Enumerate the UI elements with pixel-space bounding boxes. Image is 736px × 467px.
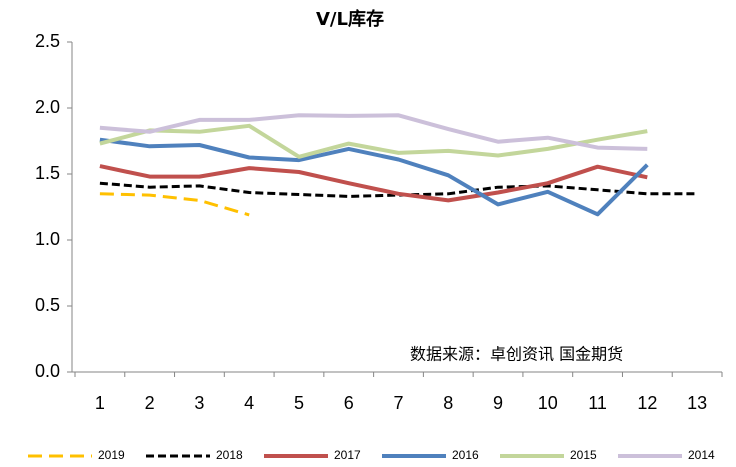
x-tick-label: 1 <box>95 393 105 413</box>
x-tick-label: 11 <box>588 393 607 413</box>
x-tick-label: 12 <box>637 393 657 413</box>
x-tick-label: 9 <box>493 393 503 413</box>
y-tick-label: 2.0 <box>35 97 60 117</box>
annotation: 数据来源：卓创资讯 国金期货 <box>410 345 623 364</box>
y-tick-label: 0.5 <box>35 295 60 315</box>
x-tick-label: 3 <box>194 393 204 413</box>
x-tick-label: 2 <box>145 393 155 413</box>
x-tick-label: 10 <box>538 393 558 413</box>
y-tick-label: 2.5 <box>35 31 60 51</box>
y-tick-label: 1.0 <box>35 229 60 249</box>
series-line <box>99 181 698 198</box>
legend-label: 2019 <box>98 448 125 462</box>
x-tick-label: 7 <box>393 393 403 413</box>
chart-title: V/L库存 <box>316 8 384 30</box>
legend-label: 2016 <box>452 448 479 462</box>
y-tick-label: 1.5 <box>35 163 60 183</box>
series-line <box>99 113 648 151</box>
series-line <box>99 164 648 203</box>
y-tick-label: 0.0 <box>35 361 60 381</box>
series-line <box>99 137 649 217</box>
x-tick-label: 4 <box>244 393 254 413</box>
series-line <box>99 192 250 217</box>
series-line <box>99 123 648 159</box>
legend-label: 2018 <box>216 448 243 462</box>
legend-label: 2017 <box>334 448 361 462</box>
x-tick-label: 6 <box>344 393 354 413</box>
x-tick-label: 13 <box>687 393 707 413</box>
x-tick-label: 5 <box>294 393 304 413</box>
legend-label: 2014 <box>688 448 715 462</box>
x-tick-label: 8 <box>443 393 453 413</box>
legend-label: 2015 <box>570 448 597 462</box>
